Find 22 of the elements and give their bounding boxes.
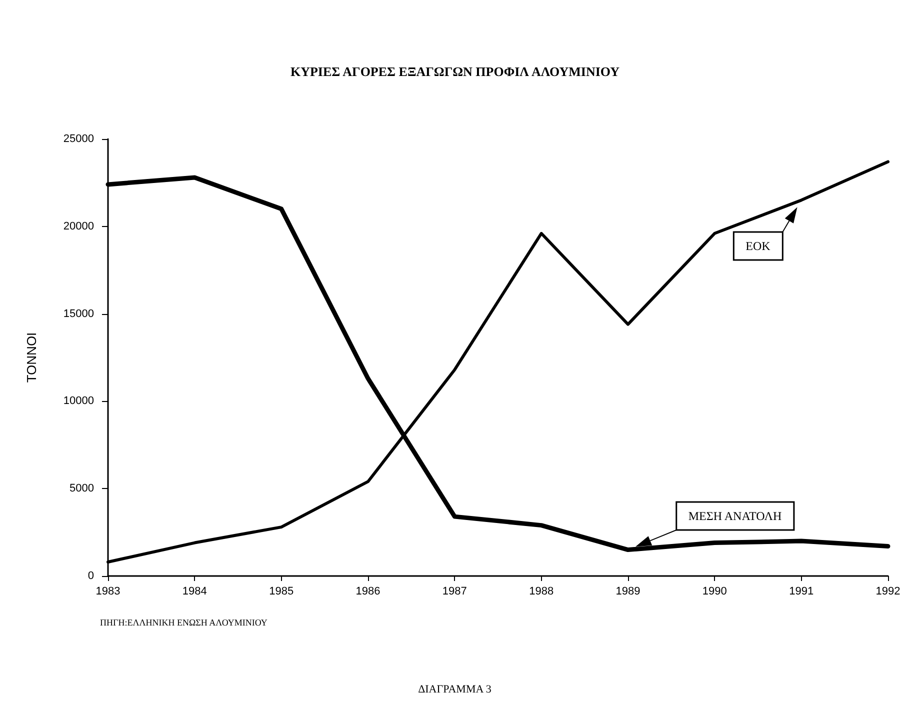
x-tick-label: 1988 <box>529 586 554 598</box>
x-tick-label: 1987 <box>442 586 467 598</box>
series-label: ΜΕΣΗ ΑΝΑΤΟΛΗ <box>688 509 782 523</box>
y-tick-label: 15000 <box>63 308 94 320</box>
y-tick-label: 10000 <box>63 395 94 408</box>
series-label: ΕΟΚ <box>746 239 771 253</box>
x-tick-label: 1983 <box>96 586 120 598</box>
x-tick-label: 1986 <box>356 586 380 598</box>
x-tick-label: 1984 <box>182 586 207 598</box>
x-tick-label: 1985 <box>269 586 294 598</box>
x-tick-label: 1991 <box>789 586 814 598</box>
text: ΠΗΓΗ:ΕΛΛΗΝΙΚΗ ΕΝΩΣΗ ΑΛΟΥΜΙΝΙΟΥ <box>100 618 268 628</box>
y-tick-label: 0 <box>88 570 94 582</box>
y-tick-label: 5000 <box>70 482 94 495</box>
chart-title: ΚΥΡΙΕΣ ΑΓΟΡΕΣ ΕΞΑΓΩΓΩΝ ΠΡΟΦΙΛ ΑΛΟΥΜΙΝΙΟΥ <box>290 64 620 79</box>
x-tick-label: 1990 <box>702 586 727 598</box>
y-tick-label: 25000 <box>63 133 94 145</box>
text: ΔΙΑΓΡΑΜΜΑ 3 <box>418 684 492 696</box>
y-tick-label: 20000 <box>63 220 94 232</box>
x-tick-label: 1989 <box>616 586 640 598</box>
x-tick-label: 1992 <box>876 586 900 598</box>
y-axis-title: ΤΟΝΝΟΙ <box>24 332 39 383</box>
